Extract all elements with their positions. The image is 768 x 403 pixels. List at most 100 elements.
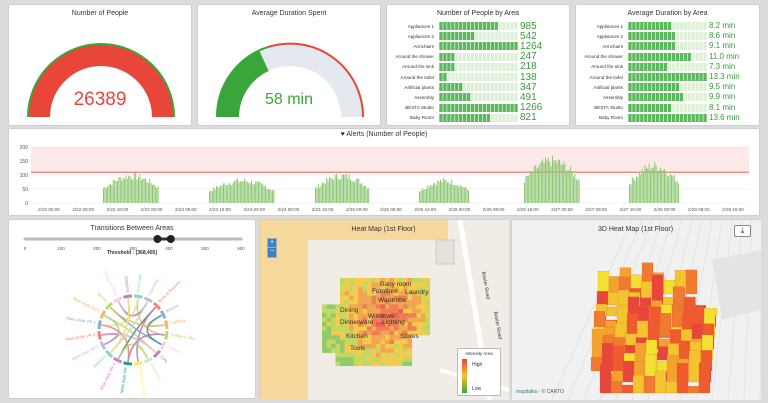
alert-bar	[152, 185, 153, 203]
heat-cell	[389, 322, 395, 327]
alert-bar	[668, 176, 670, 203]
bar-cell	[510, 72, 514, 81]
slider-handle[interactable]	[166, 235, 175, 243]
heat-cell	[407, 335, 413, 340]
alert-bar	[574, 173, 576, 203]
heatmap-panel: Baby room Furniture Laundry Dining Lighting W…	[259, 219, 509, 400]
heat-cell	[412, 282, 417, 287]
bar-cell	[640, 52, 644, 61]
alert-bar	[209, 191, 210, 203]
bar-cell	[506, 93, 510, 102]
download-icon[interactable]: ⤓	[734, 225, 751, 237]
heat-cell	[322, 348, 327, 353]
heat-cell	[376, 291, 381, 296]
heat-cell	[331, 308, 336, 314]
alert-bar	[468, 190, 469, 203]
alert-bar	[218, 187, 220, 203]
bar-cell	[474, 42, 479, 51]
bar-cell	[667, 62, 672, 71]
heat-cell	[322, 322, 327, 327]
heat-cell	[412, 322, 417, 327]
heat-cell	[389, 335, 395, 340]
heatmap3d-view[interactable]	[512, 220, 761, 400]
bar-cell	[443, 93, 447, 102]
bar-cell	[447, 22, 451, 30]
slider-handle[interactable]	[153, 235, 162, 243]
bar-cell	[667, 42, 672, 51]
x-tick-label: 2/25 08:00	[380, 207, 402, 212]
heat-column	[643, 375, 656, 394]
heat-cell	[394, 295, 399, 301]
heat-cell	[421, 308, 426, 314]
heat-column	[610, 381, 623, 394]
bar-cell	[644, 113, 648, 122]
heat-cell	[340, 286, 345, 292]
area-label: Artificial plants	[593, 84, 623, 90]
bar-cell	[687, 62, 691, 71]
bar-cell	[482, 83, 487, 92]
heat-cell	[394, 317, 399, 323]
alert-bar	[245, 181, 247, 203]
bar-cell	[655, 32, 660, 41]
bar-cell	[703, 62, 707, 71]
heat-cell	[349, 344, 354, 349]
heat-cell	[335, 335, 341, 340]
alert-bar	[343, 174, 344, 203]
map-label: Baxter Road	[480, 271, 491, 300]
bar-cell	[470, 62, 475, 71]
zoom-out-button[interactable]: −	[268, 248, 276, 257]
bar-cell	[466, 72, 471, 81]
heat-cell	[425, 330, 431, 336]
attribution-link[interactable]: mapitalks	[516, 389, 538, 395]
heat-cell	[376, 357, 381, 362]
alert-bar	[543, 162, 545, 203]
alert-bar	[326, 177, 328, 203]
area-bar	[439, 62, 518, 71]
area-value: 9.1 min	[709, 41, 736, 51]
bar-cell	[510, 83, 514, 92]
alert-bar	[214, 189, 216, 203]
alert-bar	[327, 180, 329, 203]
heat-cell	[376, 300, 381, 305]
heat-cell	[380, 352, 386, 358]
heat-column	[599, 364, 612, 394]
area-bar	[628, 103, 707, 112]
area-value: 247	[520, 51, 537, 63]
bar-cell	[502, 32, 506, 41]
chord-label: Glassware	[149, 362, 163, 382]
duration-by-area-panel: Average Duration by Area Appliances 1 8.2…	[575, 4, 760, 126]
heat-cell	[331, 317, 336, 323]
heat-cell	[322, 304, 327, 309]
heat-cell	[335, 339, 341, 345]
alert-zone	[31, 147, 749, 173]
zoom-in-button[interactable]: +	[268, 239, 276, 248]
heat-cell	[416, 291, 422, 296]
alert-bar	[426, 188, 427, 203]
bar-cell	[482, 42, 487, 51]
bar-cell	[675, 72, 680, 81]
bar-cell	[655, 42, 660, 51]
alert-bar	[139, 174, 141, 203]
x-tick-label: 2/26 08:00	[483, 207, 505, 212]
alert-bar	[654, 162, 656, 203]
bar-cell	[652, 62, 656, 71]
bar-cell	[659, 42, 664, 51]
bar-cell	[510, 22, 514, 30]
bar-cell	[636, 83, 640, 92]
bar-cell	[687, 72, 691, 81]
bar-cell	[659, 83, 664, 92]
threshold-slider[interactable]: 0 100 200 300 400 500 600	[9, 220, 257, 260]
bar-cell	[514, 42, 518, 51]
heat-cell	[421, 304, 426, 309]
alert-bar	[452, 184, 454, 203]
bar-cell	[632, 72, 636, 81]
bar-cell	[514, 93, 518, 102]
chord-label: Sofa	[159, 354, 169, 364]
alert-bar	[561, 165, 563, 203]
alert-bar	[258, 181, 259, 203]
heat-cell	[362, 282, 368, 287]
area-bar	[439, 32, 518, 41]
area-value: 8.1 min	[709, 102, 736, 112]
alert-bar	[578, 179, 580, 203]
heat-cell	[407, 352, 413, 358]
